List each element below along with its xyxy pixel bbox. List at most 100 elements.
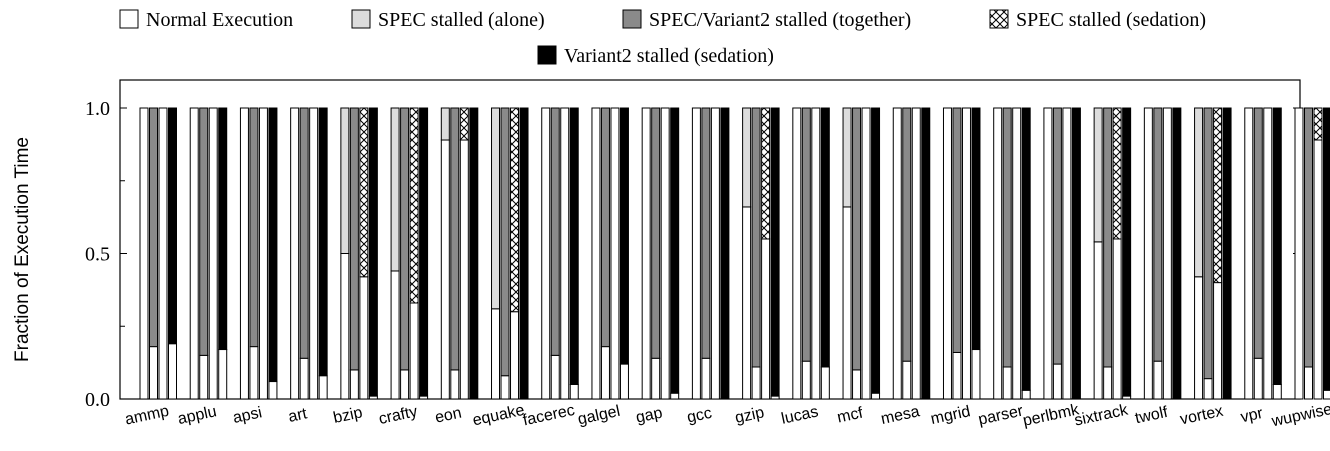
bar-twolf-2-normal <box>1163 108 1171 399</box>
bar-crafty-2-normal <box>410 303 418 399</box>
bar-gap-1-stall <box>652 108 660 358</box>
bar-applu-1-stall <box>200 108 208 355</box>
bar-eon-1-normal <box>451 370 459 399</box>
bar-ammp-3-normal <box>169 344 177 399</box>
x-tick-label: eon <box>434 405 464 427</box>
bar-gap-3-normal <box>671 393 679 399</box>
bar-apsi-1-stall <box>250 108 258 347</box>
legend-item: Variant2 stalled (sedation) <box>538 45 774 67</box>
bar-group-applu <box>190 108 227 399</box>
x-tick-label: art <box>287 405 309 426</box>
bar-wupwise-2-stall <box>1314 108 1322 140</box>
bar-vortex-0-normal <box>1195 277 1203 399</box>
bar-bzip-2-stall <box>360 108 368 277</box>
bar-art-1-normal <box>300 358 308 399</box>
y-tick-label: 1.0 <box>85 98 110 120</box>
legend-label: Variant2 stalled (sedation) <box>564 45 774 67</box>
bar-gzip-1-stall <box>752 108 760 367</box>
bar-vpr-3-normal <box>1273 384 1281 399</box>
bar-gzip-0-normal <box>743 207 751 399</box>
bar-group-vpr <box>1245 108 1282 399</box>
bar-apsi-3-normal <box>269 382 277 399</box>
legend-item: SPEC stalled (alone) <box>352 9 545 31</box>
bar-art-0-normal <box>291 108 299 399</box>
bar-galgel-3-normal <box>620 364 628 399</box>
bar-art-2-normal <box>310 108 318 399</box>
bar-group-apsi <box>240 108 277 399</box>
bar-art-3-normal <box>319 376 327 399</box>
bar-applu-3-stall <box>219 108 227 350</box>
bar-mesa-1-normal <box>903 361 911 399</box>
bar-gap-0-normal <box>642 108 650 399</box>
legend-label: SPEC stalled (alone) <box>378 9 545 31</box>
bar-group-facerec <box>542 108 579 399</box>
bar-equake-1-stall <box>501 108 509 376</box>
bar-sixtrack-1-stall <box>1104 108 1112 367</box>
bar-bzip-3-stall <box>369 108 377 396</box>
bar-facerec-0-normal <box>542 108 550 399</box>
bar-group-gap <box>642 108 679 399</box>
bar-crafty-2-stall <box>410 108 418 303</box>
x-tick-label: wupwise <box>1269 401 1330 431</box>
x-tick-label: gcc <box>686 405 714 427</box>
legend-label: SPEC/Variant2 stalled (together) <box>649 9 911 31</box>
bar-eon-0-stall <box>441 108 449 140</box>
bar-group-mesa <box>893 108 930 399</box>
bar-sixtrack-2-stall <box>1113 108 1121 239</box>
bar-sixtrack-0-stall <box>1094 108 1102 242</box>
bar-group-equake <box>492 108 529 399</box>
bar-equake-2-stall <box>511 108 519 312</box>
bar-parser-1-stall <box>1003 108 1011 367</box>
bar-vpr-3-stall <box>1273 108 1281 384</box>
bar-mgrid-3-normal <box>972 350 980 399</box>
bar-parser-1-normal <box>1003 367 1011 399</box>
bar-group-mgrid <box>943 108 980 399</box>
bar-eon-0-normal <box>441 140 449 399</box>
y-axis-label: Fraction of Execution Time <box>12 137 33 362</box>
bar-vpr-1-normal <box>1254 358 1262 399</box>
bar-facerec-1-normal <box>551 355 559 399</box>
legend: Normal Execution SPEC stalled (alone) SPEC… <box>120 9 1206 67</box>
x-tick-label: apsi <box>231 404 263 427</box>
bar-group-crafty <box>391 108 428 399</box>
bar-group-gzip <box>743 108 780 399</box>
bar-mgrid-3-stall <box>972 108 980 350</box>
x-tick-label: mesa <box>879 403 921 428</box>
bar-lucas-1-normal <box>802 361 810 399</box>
bar-mcf-0-normal <box>843 207 851 399</box>
bar-vortex-3-stall <box>1223 108 1231 399</box>
bar-mcf-3-normal <box>872 393 880 399</box>
legend-swatch <box>623 10 641 28</box>
bar-group-mcf <box>843 108 880 399</box>
bar-parser-3-stall <box>1022 108 1030 390</box>
bar-mcf-2-normal <box>862 108 870 399</box>
bar-mcf-1-normal <box>853 370 861 399</box>
legend-item: Normal Execution <box>120 9 293 31</box>
bar-group-gcc <box>692 108 729 399</box>
bar-group-sixtrack <box>1094 108 1131 399</box>
bar-group-wupwise <box>1295 108 1330 399</box>
x-tick-label: applu <box>176 403 218 428</box>
bar-apsi-3-stall <box>269 108 277 382</box>
x-tick-label: lucas <box>780 403 820 427</box>
bar-twolf-3-stall <box>1173 108 1181 399</box>
bar-gzip-3-stall <box>771 108 779 396</box>
bar-mesa-1-stall <box>903 108 911 361</box>
bar-bzip-2-normal <box>360 277 368 399</box>
bar-lucas-1-stall <box>802 108 810 361</box>
legend-label: SPEC stalled (sedation) <box>1016 9 1206 31</box>
x-tick-label: ammp <box>124 403 171 429</box>
bar-perlbmk-1-stall <box>1053 108 1061 364</box>
x-tick-label: twolf <box>1134 404 1170 428</box>
legend-item: SPEC/Variant2 stalled (together) <box>623 9 911 31</box>
bar-gzip-0-stall <box>743 108 751 207</box>
bar-facerec-3-normal <box>570 384 578 399</box>
bar-applu-0-normal <box>190 108 198 399</box>
bar-group-parser <box>994 108 1031 399</box>
bar-wupwise-1-normal <box>1305 367 1313 399</box>
bar-mesa-2-normal <box>912 108 920 399</box>
bar-gap-3-stall <box>671 108 679 393</box>
bar-facerec-1-stall <box>551 108 559 355</box>
bar-gcc-2-normal <box>711 108 719 399</box>
